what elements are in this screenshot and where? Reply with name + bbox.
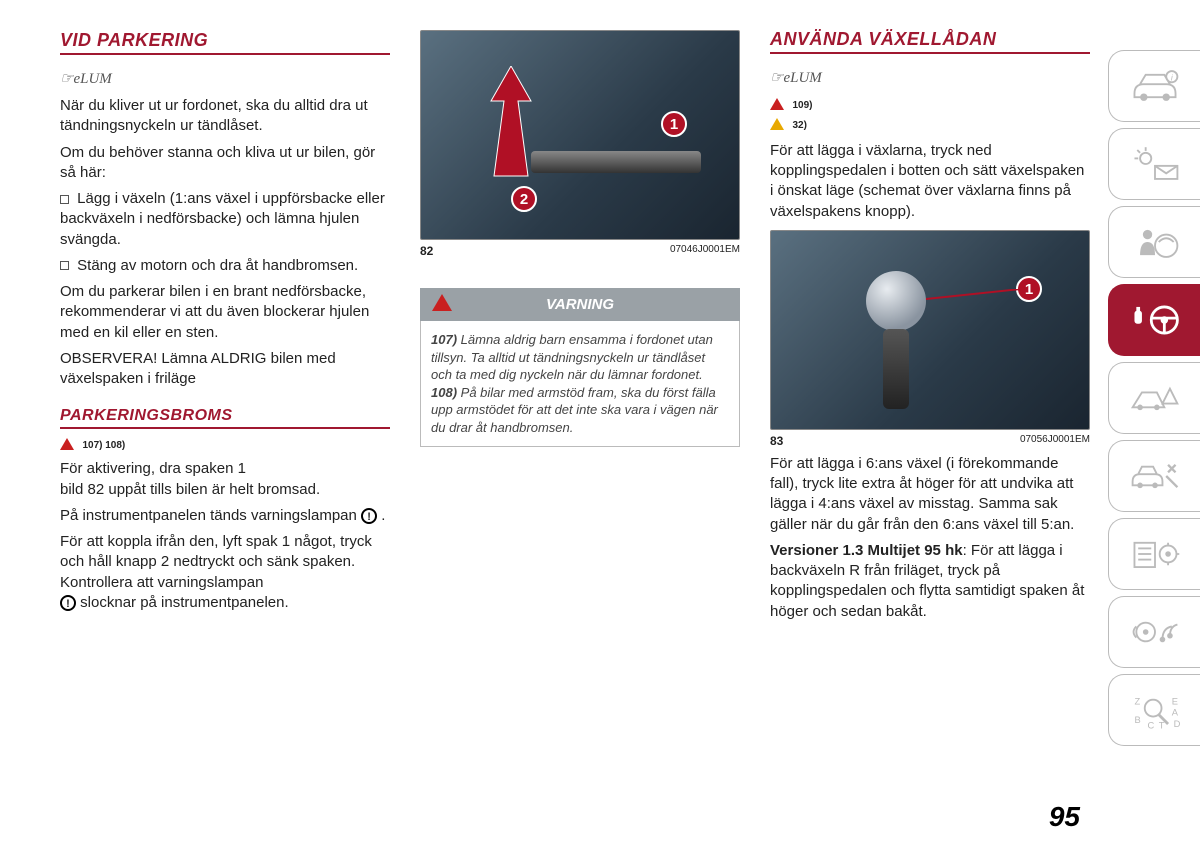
figure-number: 82 xyxy=(420,244,433,258)
para: För att lägga i 6:ans växel (i förekomma… xyxy=(770,454,1090,535)
list-text: Stäng av motorn och dra åt handbromsen. xyxy=(77,257,358,274)
warning-triangle-icon xyxy=(770,98,784,110)
list-item: Stäng av motorn och dra åt handbromsen. xyxy=(60,256,390,276)
elum-ref-left: ☞eLUM xyxy=(60,69,390,88)
heading-parking: VID PARKERING xyxy=(60,30,390,55)
gearstick-graphic xyxy=(883,329,909,409)
warning-title: VARNING xyxy=(546,296,614,313)
warning-ref-text: 107) 108) xyxy=(82,440,125,451)
text: . xyxy=(381,507,385,524)
bullet-icon xyxy=(60,195,69,204)
list-item: Lägg i växeln (1:ans växel i uppförsback… xyxy=(60,189,390,250)
caution-ref-text: 32) xyxy=(792,120,806,131)
text: På instrumentpanelen tänds varningslampa… xyxy=(60,507,361,524)
figure-82-handbrake: 1 2 xyxy=(420,30,740,240)
tab-maintenance[interactable] xyxy=(1108,440,1200,512)
tab-emergency[interactable] xyxy=(1108,362,1200,434)
tab-safety[interactable] xyxy=(1108,206,1200,278)
svg-text:B: B xyxy=(1134,715,1140,725)
bullet-icon xyxy=(60,261,69,270)
page-content: VID PARKERING ☞eLUM När du kliver ut ur … xyxy=(0,0,1080,658)
figure-code: 07056J0001EM xyxy=(1020,434,1090,448)
page-number: 95 xyxy=(1049,801,1080,833)
figure-number: 83 xyxy=(770,434,783,448)
warning-num: 108) xyxy=(431,385,457,400)
figure-caption: 82 07046J0001EM xyxy=(420,244,740,258)
para-observe: OBSERVERA! Lämna ALDRIG bilen med växels… xyxy=(60,349,390,390)
column-middle: 1 2 82 07046J0001EM VARNING 107) Lämna a… xyxy=(420,30,740,628)
caution-triangle-icon xyxy=(770,118,784,130)
tab-driving[interactable] xyxy=(1108,284,1200,356)
svg-text:A: A xyxy=(1171,708,1178,718)
para: Om du behöver stanna och kliva ut ur bil… xyxy=(60,143,390,184)
tab-lights[interactable] xyxy=(1108,128,1200,200)
tab-vehicle-info[interactable]: i xyxy=(1108,50,1200,122)
para: För att lägga i växlarna, tryck ned kopp… xyxy=(770,141,1090,222)
lever-graphic xyxy=(531,151,701,173)
para: Versioner 1.3 Multijet 95 hk: För att lä… xyxy=(770,541,1090,622)
warning-item: 107) Lämna aldrig barn ensamma i fordone… xyxy=(431,331,729,384)
elum-ref-right: ☞eLUM xyxy=(770,68,1090,87)
warning-triangle-icon xyxy=(432,294,452,311)
svg-text:T: T xyxy=(1158,721,1164,731)
svg-text:D: D xyxy=(1173,719,1180,729)
warning-lamp-icon: ! xyxy=(60,595,76,611)
figure-83-gearshift: 1 xyxy=(770,230,1090,430)
tab-multimedia[interactable] xyxy=(1108,596,1200,668)
column-left: VID PARKERING ☞eLUM När du kliver ut ur … xyxy=(60,30,390,628)
para: För att koppla ifrån den, lyft spak 1 nå… xyxy=(60,532,390,613)
tab-index[interactable]: ZB EAD CT xyxy=(1108,674,1200,746)
arrow-icon xyxy=(486,66,536,186)
warning-ref: 107) 108) xyxy=(60,435,390,453)
warning-text: På bilar med armstöd fram, ska du först … xyxy=(431,385,718,435)
warning-body: 107) Lämna aldrig barn ensamma i fordone… xyxy=(420,321,740,447)
warning-ref-text: 109) xyxy=(792,100,812,111)
text: bild 82 uppåt tills bilen är helt bromsa… xyxy=(60,481,320,498)
warning-lamp-icon: ! xyxy=(361,508,377,524)
text: För att koppla ifrån den, lyft spak 1 nå… xyxy=(60,533,372,591)
caution-ref: 32) xyxy=(770,115,1090,133)
heading-gearbox: ANVÄNDA VÄXELLÅDAN xyxy=(770,30,1090,54)
list-text: Lägg i växeln (1:ans växel i uppförsback… xyxy=(60,190,385,248)
callout-2: 2 xyxy=(511,186,537,212)
para: För aktivering, dra spaken 1 bild 82 upp… xyxy=(60,459,390,500)
gearknob-graphic xyxy=(866,271,926,331)
text: slocknar på instrumentpanelen. xyxy=(80,594,288,611)
svg-text:E: E xyxy=(1171,696,1177,706)
text: För aktivering, dra spaken 1 xyxy=(60,460,246,477)
section-tabs: i ZB EAD CT xyxy=(1108,50,1200,746)
warning-item: 108) På bilar med armstöd fram, ska du f… xyxy=(431,384,729,437)
subheading-parkingbrake: PARKERINGSBROMS xyxy=(60,407,390,429)
para: Om du parkerar bilen i en brant nedförsb… xyxy=(60,282,390,343)
callout-line xyxy=(926,289,1021,309)
warning-num: 107) xyxy=(431,332,457,347)
callout-1: 1 xyxy=(661,111,687,137)
figure-code: 07046J0001EM xyxy=(670,244,740,258)
tab-specs[interactable] xyxy=(1108,518,1200,590)
para: När du kliver ut ur fordonet, ska du all… xyxy=(60,96,390,137)
svg-text:Z: Z xyxy=(1134,696,1140,706)
figure-caption: 83 07056J0001EM xyxy=(770,434,1090,448)
warning-triangle-icon xyxy=(60,438,74,450)
svg-text:i: i xyxy=(1170,72,1173,82)
warning-header: VARNING xyxy=(420,288,740,321)
warning-ref: 109) xyxy=(770,95,1090,113)
para: På instrumentpanelen tänds varningslampa… xyxy=(60,506,390,526)
version-label: Versioner 1.3 Multijet 95 hk xyxy=(770,542,963,559)
svg-text:C: C xyxy=(1147,721,1154,731)
column-right: ANVÄNDA VÄXELLÅDAN ☞eLUM 109) 32) För at… xyxy=(770,30,1090,628)
warning-text: Lämna aldrig barn ensamma i fordonet uta… xyxy=(431,332,713,382)
